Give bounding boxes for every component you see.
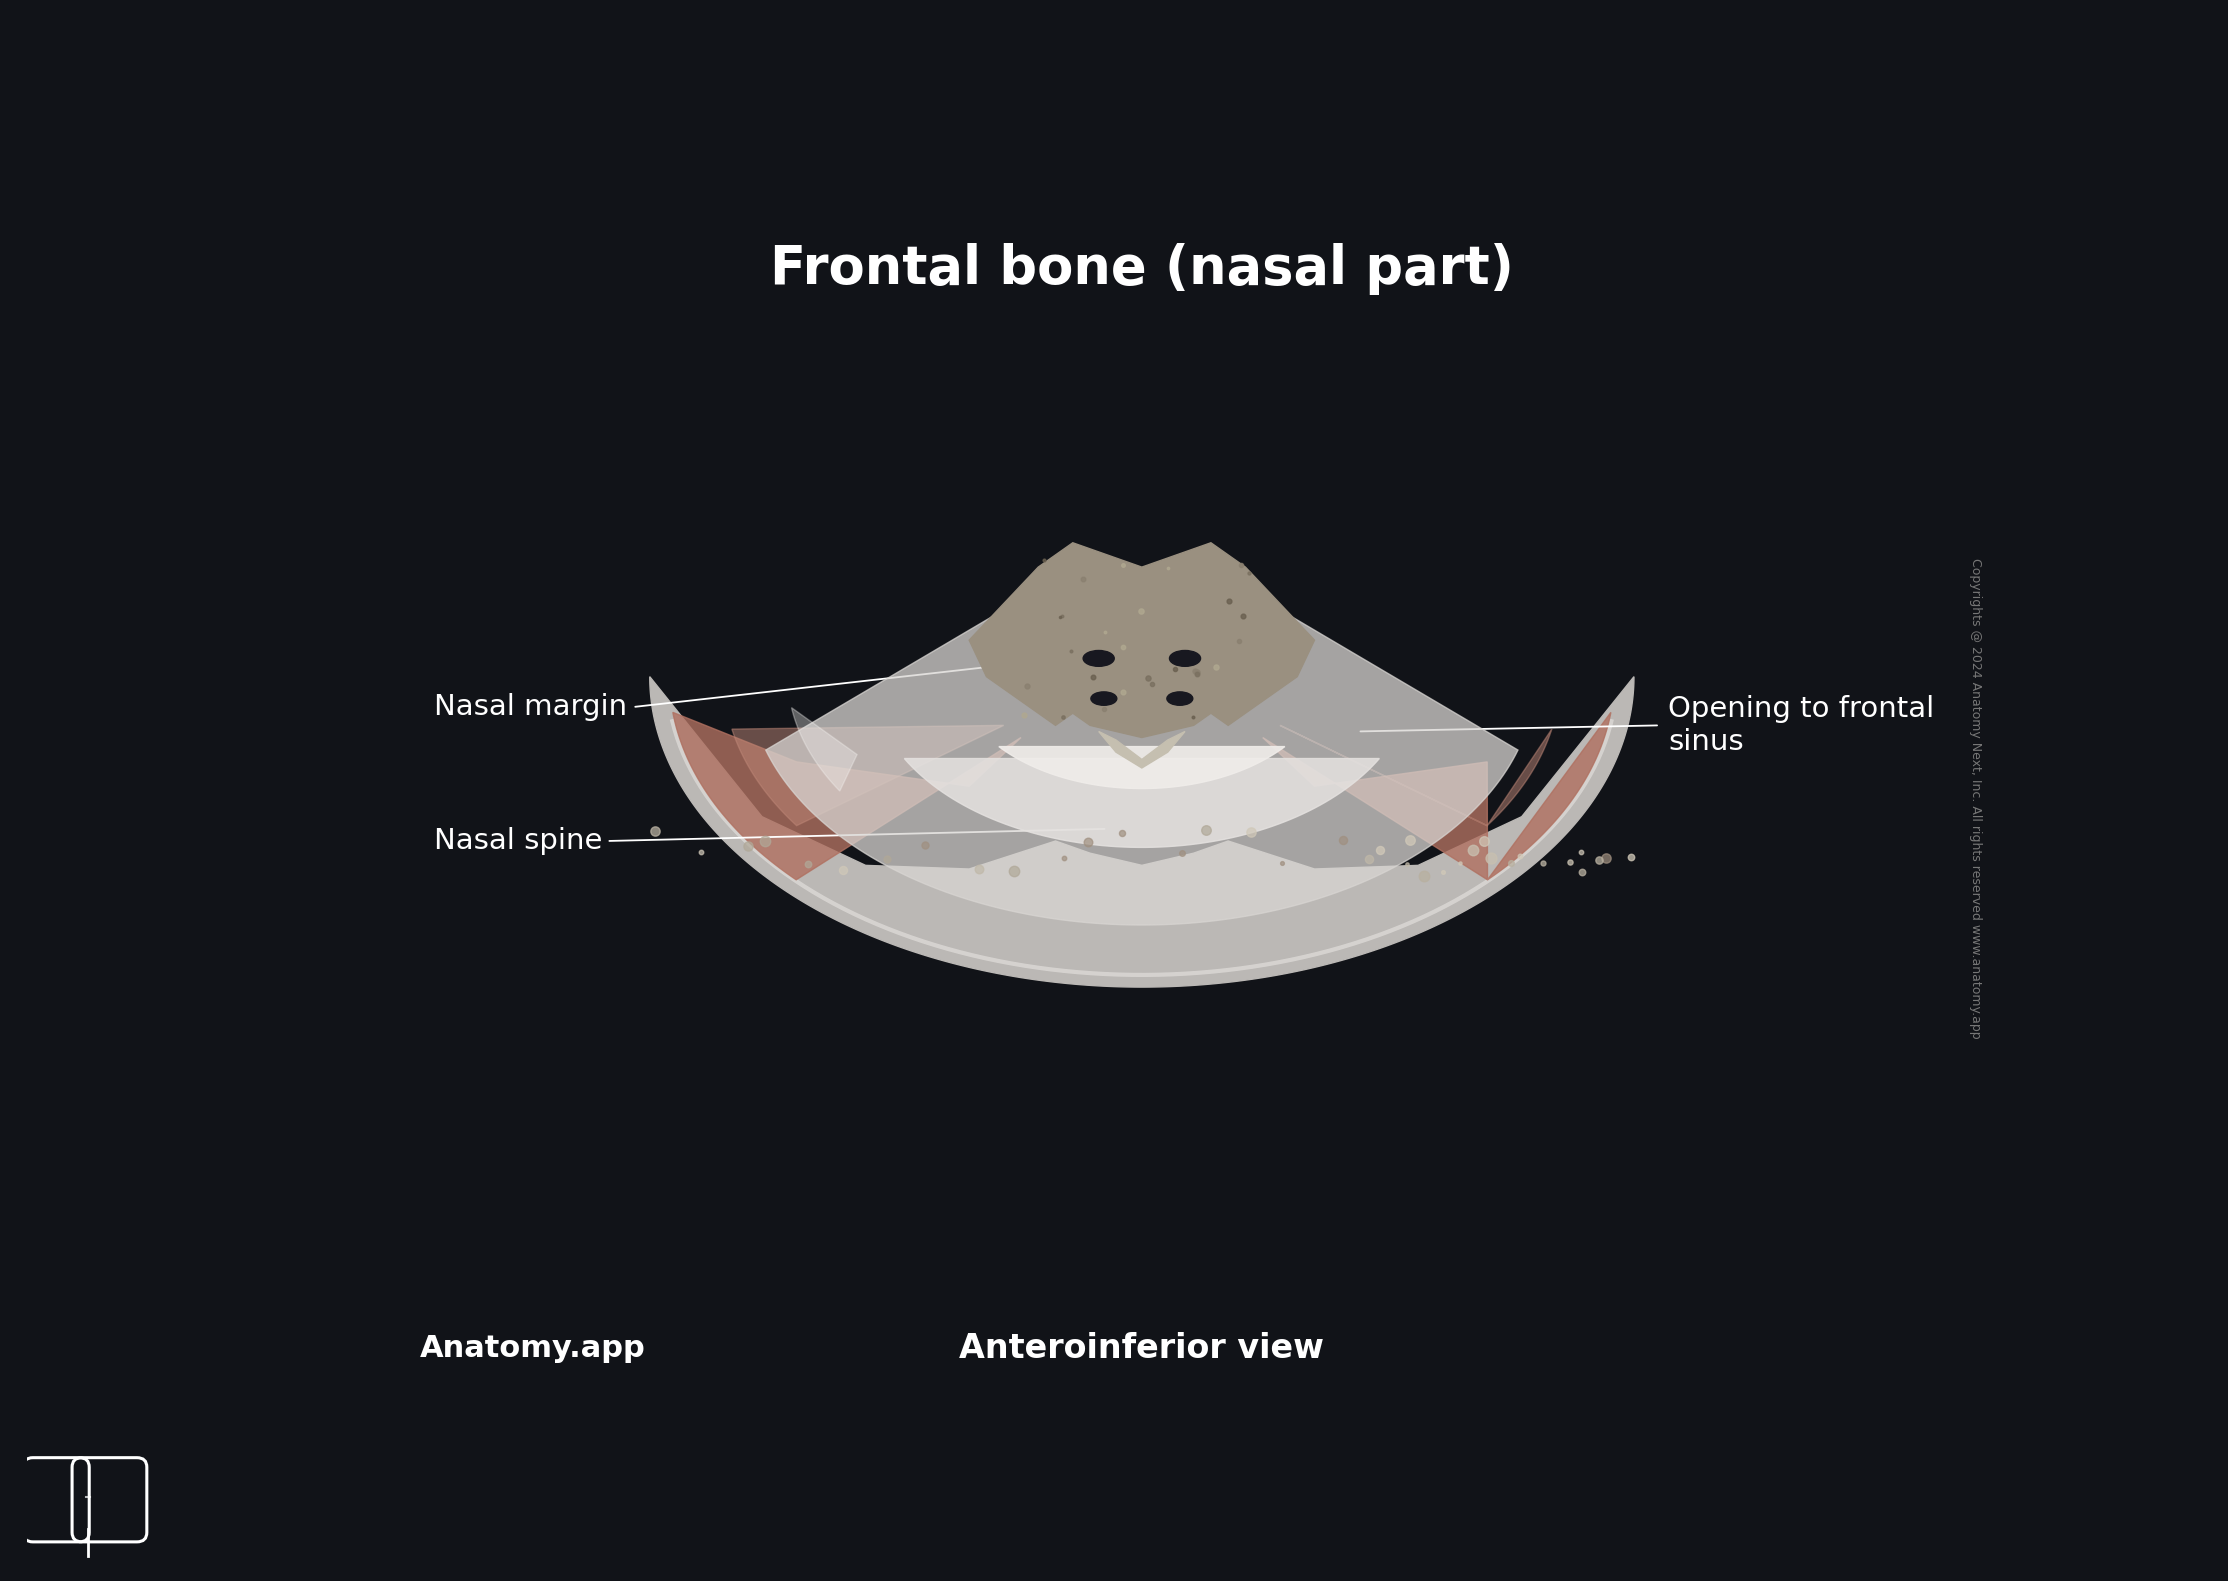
- Point: [1179, 661, 1214, 686]
- Point: [996, 858, 1032, 884]
- Ellipse shape: [1170, 650, 1201, 666]
- Point: [1130, 666, 1165, 691]
- Polygon shape: [731, 726, 1003, 825]
- Point: [1442, 851, 1477, 876]
- Point: [1613, 844, 1649, 870]
- Point: [1009, 674, 1045, 699]
- Point: [1582, 847, 1618, 873]
- Point: [1199, 655, 1234, 680]
- Text: Copyrights @ 2024 Anatomy Next, Inc. All rights reserved www.anatomy.app: Copyrights @ 2024 Anatomy Next, Inc. All…: [1970, 558, 1983, 1039]
- Point: [1212, 588, 1248, 613]
- Point: [1493, 851, 1528, 876]
- Point: [1352, 847, 1388, 873]
- Polygon shape: [1263, 713, 1611, 879]
- Point: [1221, 629, 1257, 655]
- Polygon shape: [673, 713, 1020, 879]
- Point: [1176, 659, 1212, 685]
- Point: [1179, 659, 1214, 685]
- Point: [1045, 602, 1081, 628]
- Point: [1105, 634, 1141, 659]
- Point: [1466, 828, 1502, 854]
- Polygon shape: [651, 677, 1633, 987]
- Point: [907, 833, 942, 858]
- Text: Nasal margin: Nasal margin: [434, 692, 626, 721]
- Point: [1054, 639, 1089, 664]
- Point: [1087, 696, 1123, 721]
- Point: [746, 828, 782, 854]
- Point: [1553, 849, 1589, 874]
- Polygon shape: [969, 542, 1315, 737]
- Point: [827, 858, 862, 884]
- Point: [1524, 851, 1560, 876]
- Point: [1105, 552, 1141, 577]
- Text: Nasal spine: Nasal spine: [434, 827, 602, 855]
- Text: Opening to frontal
sinus: Opening to frontal sinus: [1669, 696, 1934, 756]
- Point: [1134, 672, 1170, 697]
- Ellipse shape: [1167, 692, 1192, 705]
- Text: Anatomy.app: Anatomy.app: [421, 1334, 646, 1363]
- Point: [1502, 844, 1537, 870]
- Point: [869, 846, 905, 871]
- Polygon shape: [1098, 732, 1185, 768]
- Point: [1223, 553, 1259, 579]
- Point: [1105, 680, 1141, 705]
- Point: [1047, 846, 1083, 871]
- Point: [1564, 840, 1600, 865]
- Point: [731, 833, 766, 858]
- Polygon shape: [905, 759, 1379, 847]
- Point: [1027, 547, 1063, 572]
- Point: [637, 819, 673, 844]
- Polygon shape: [1279, 726, 1553, 825]
- Point: [1392, 828, 1428, 854]
- Polygon shape: [766, 579, 1517, 925]
- Point: [1406, 863, 1442, 889]
- Point: [1069, 830, 1105, 855]
- Point: [1105, 821, 1141, 846]
- Point: [1473, 844, 1508, 870]
- Point: [1087, 620, 1123, 645]
- Point: [1007, 702, 1043, 727]
- Point: [960, 857, 996, 882]
- Point: [1163, 841, 1199, 866]
- Point: [1123, 598, 1159, 623]
- Point: [1043, 604, 1078, 629]
- Point: [1232, 560, 1268, 585]
- Polygon shape: [791, 708, 858, 790]
- Point: [1361, 838, 1397, 863]
- Ellipse shape: [1083, 650, 1114, 666]
- Point: [791, 851, 827, 876]
- Point: [1092, 686, 1127, 711]
- Point: [1266, 851, 1301, 876]
- Point: [1174, 704, 1210, 729]
- Polygon shape: [998, 746, 1286, 789]
- Point: [684, 840, 720, 865]
- Point: [1234, 819, 1270, 844]
- Point: [1150, 555, 1185, 580]
- Point: [1065, 566, 1101, 591]
- Point: [1390, 852, 1426, 877]
- Point: [1326, 827, 1361, 852]
- Text: Frontal bone (nasal part): Frontal bone (nasal part): [771, 243, 1513, 294]
- Point: [1455, 838, 1491, 863]
- Point: [1045, 704, 1081, 729]
- Point: [1225, 604, 1261, 629]
- Point: [1426, 860, 1462, 885]
- Point: [1159, 656, 1194, 681]
- Point: [1564, 860, 1600, 885]
- Point: [1589, 844, 1624, 870]
- Text: Anteroinferior view: Anteroinferior view: [960, 1333, 1323, 1364]
- Point: [1188, 817, 1223, 843]
- Point: [1074, 666, 1110, 691]
- Ellipse shape: [1092, 692, 1116, 705]
